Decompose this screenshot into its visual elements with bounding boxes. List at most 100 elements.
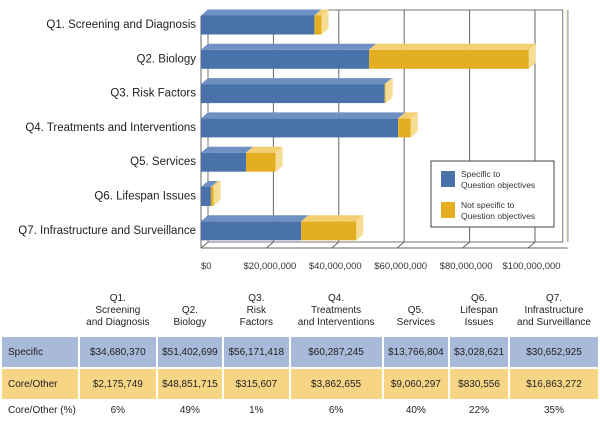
bar-segment xyxy=(201,84,385,104)
column-header-line: Q5. xyxy=(407,305,424,316)
bar-top-face xyxy=(398,112,418,119)
y-category-label: Q7. Infrastructure and Surveillance xyxy=(18,225,196,237)
bar-top-face xyxy=(201,9,322,16)
column-header-line: Lifespan xyxy=(460,305,498,316)
column-header-line: Q1. xyxy=(109,293,126,304)
table-cell: 6% xyxy=(110,404,126,416)
column-header-line: and Interventions xyxy=(297,317,375,328)
table-cell: $48,851,715 xyxy=(157,369,223,399)
x-tick xyxy=(396,241,405,249)
table-row: Core/Other $2,175,749 $48,851,715 $315,607 $… xyxy=(2,369,598,399)
table-cell: $56,171,418 xyxy=(224,337,289,367)
bar-segment xyxy=(384,84,386,104)
table-cell: 1% xyxy=(249,404,264,416)
column-header-line: Q3. xyxy=(248,293,265,304)
table-cell: 6% xyxy=(328,404,344,416)
corner-cell xyxy=(2,284,78,335)
table-cell: $3,862,655 xyxy=(290,369,382,399)
bar-end-face xyxy=(275,146,283,172)
bar-top-face xyxy=(201,215,309,222)
table-cell: 49% xyxy=(179,404,200,416)
bar-segment xyxy=(201,118,399,138)
x-tick-label: $0 xyxy=(201,261,212,272)
column-header-line: and Diagnosis xyxy=(86,317,150,328)
bar-top-face xyxy=(210,181,221,187)
bar-top-face xyxy=(201,112,406,119)
x-tick xyxy=(266,241,274,249)
table-cell: $2,175,749 xyxy=(80,369,156,399)
x-tick xyxy=(200,241,209,249)
x-tick-label: $100,000,000 xyxy=(502,261,560,272)
row-label: Specific xyxy=(2,337,78,367)
bar-top-face xyxy=(246,146,283,153)
bar-segment xyxy=(314,15,322,35)
table-cell: $3,028,621 xyxy=(450,337,509,367)
table-cell: 22% xyxy=(469,404,490,416)
column-header-line: Infrastructure xyxy=(524,305,584,316)
row-label: Core/Other (%) xyxy=(8,404,76,416)
bar-top-face xyxy=(301,215,364,222)
column-header: Q4. Treatments and Interventions xyxy=(291,284,382,335)
y-category-label: Q4. Treatments and Interventions xyxy=(25,122,196,134)
x-tick xyxy=(527,241,536,249)
table-cell: $13,766,804 xyxy=(383,337,449,367)
table-cell: $60,287,245 xyxy=(290,337,382,367)
column-header: Q6. Lifespan Issues xyxy=(450,284,508,335)
bar-segment xyxy=(201,49,370,69)
column-header-line: Treatments xyxy=(310,305,362,316)
column-header-line: Factors xyxy=(239,317,273,328)
table-cell: $34,680,370 xyxy=(80,337,156,367)
bar-segment xyxy=(246,152,276,172)
column-header-line: Q4. xyxy=(328,293,345,304)
table-cell: $51,402,699 xyxy=(157,337,223,367)
x-tick xyxy=(331,241,340,249)
bar-end-face xyxy=(321,9,329,35)
table-cell: 35% xyxy=(544,404,565,416)
bar-end-face xyxy=(410,112,418,138)
column-header-line: Issues xyxy=(464,317,494,328)
legend-label: Not specific to Question objectives xyxy=(461,200,535,221)
column-header-line: Q2. xyxy=(181,305,198,316)
table-row: Core/Other (%) 6% 49% 1% 6% 40% 22% 35% xyxy=(2,401,598,419)
table-cell: $830,556 xyxy=(450,369,509,399)
bar-top-face xyxy=(314,9,329,16)
legend-label: Specific to Question objectives xyxy=(461,169,535,190)
table-cell: $315,607 xyxy=(224,369,289,399)
column-header: Q3. Risk Factors xyxy=(224,284,288,335)
bar-segment xyxy=(201,221,302,241)
x-tick-label: $80,000,000 xyxy=(440,261,493,272)
bar-segment xyxy=(201,15,315,35)
column-header-line: and Surveillance xyxy=(517,317,591,328)
bar-top-face xyxy=(201,43,377,50)
column-header-line: Q7. xyxy=(545,293,563,304)
y-category-label: Q6. Lifespan Issues xyxy=(94,191,196,203)
x-tick-label: $40,000,000 xyxy=(309,261,362,272)
bar-end-face xyxy=(385,78,393,104)
y-category-label: Q3. Risk Factors xyxy=(110,88,196,100)
legend-swatch xyxy=(441,171,455,187)
bar-top-face xyxy=(201,78,392,85)
bar-end-face xyxy=(356,215,364,241)
bar-segment xyxy=(210,187,214,206)
bar-end-face xyxy=(528,43,536,69)
x-tick xyxy=(462,241,470,249)
row-label: Core/Other xyxy=(2,369,78,399)
bar-end-face xyxy=(213,181,221,206)
column-header: Q1. Screening and Diagnosis xyxy=(80,284,156,335)
x-tick-label: $20,000,000 xyxy=(243,261,296,272)
funding-table: Q1. Screening and Diagnosis Q2. Biology Q3. Ri… xyxy=(0,282,600,421)
bar-top-face xyxy=(369,43,536,50)
column-header: Q2. Biology xyxy=(158,284,222,335)
y-category-label: Q2. Biology xyxy=(137,53,197,65)
column-header-line: Q6. xyxy=(470,293,488,304)
column-header-line: Risk xyxy=(246,305,267,316)
table-cell: $9,060,297 xyxy=(383,369,449,399)
column-header-line: Services xyxy=(396,317,436,328)
y-category-label: Q5. Services xyxy=(130,156,196,168)
table-cell: $30,652,925 xyxy=(510,337,598,367)
bar-segment xyxy=(369,49,529,69)
table-cell: $16,863,272 xyxy=(510,369,598,399)
column-header: Q5. Services xyxy=(384,284,448,335)
bar-top-face xyxy=(384,78,393,85)
table-row: Specific $34,680,370 $51,402,699 $56,171,41… xyxy=(2,337,598,367)
